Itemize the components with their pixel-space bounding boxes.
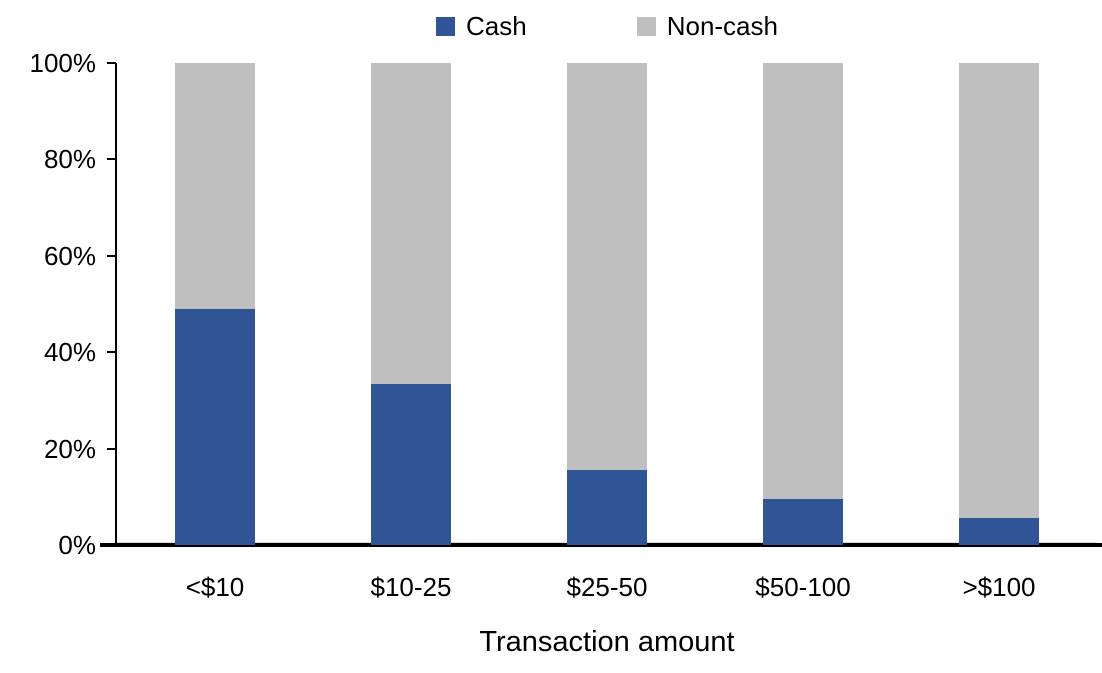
x-axis-category-label: $50-100 [755,572,851,602]
y-axis-tick-label: 40% [43,337,96,368]
x-axis-line [100,543,1102,547]
x-axis-category-label: <$10 [185,572,245,602]
legend: Cash Non-cash [117,12,1097,40]
legend-item-noncash: Non-cash [636,11,778,41]
legend-label-cash: Cash [466,11,527,41]
bar-segment-non-cash-1 [371,63,451,384]
bar-segment-cash-0 [175,308,255,545]
bar-segment-non-cash-2 [567,63,647,471]
legend-item-cash: Cash [436,12,527,40]
bar-segment-non-cash-3 [763,63,843,500]
bar-segment-non-cash-4 [959,63,1039,519]
y-axis-tick [107,62,116,64]
bar-segment-cash-4 [959,518,1039,545]
bar-segment-cash-2 [567,470,647,545]
x-axis-title: Transaction amount [479,626,735,658]
y-axis-tick-label: 0% [58,530,96,560]
y-axis-tick [107,447,116,450]
y-axis-tick [107,254,116,257]
y-axis-tick-label: 80% [43,144,96,175]
bar-segment-non-cash-0 [175,63,255,309]
y-axis-line [115,63,117,545]
y-axis-tick [107,351,116,354]
legend-label-noncash: Non-cash [666,11,778,41]
y-axis-tick [107,544,116,546]
cash-swatch-icon [436,16,455,36]
x-axis-category-label: >$100 [962,572,1036,602]
noncash-swatch-icon [636,16,656,36]
x-axis-category-label: $25-50 [566,572,648,602]
bar-segment-cash-3 [763,499,843,545]
y-axis-tick [107,158,116,161]
y-axis-tick-label: 20% [43,433,96,464]
y-axis-tick-label: 100% [29,48,97,78]
y-axis-tick-label: 60% [43,240,96,271]
bar-segment-cash-1 [371,383,451,545]
x-axis-category-label: $10-25 [370,572,452,602]
